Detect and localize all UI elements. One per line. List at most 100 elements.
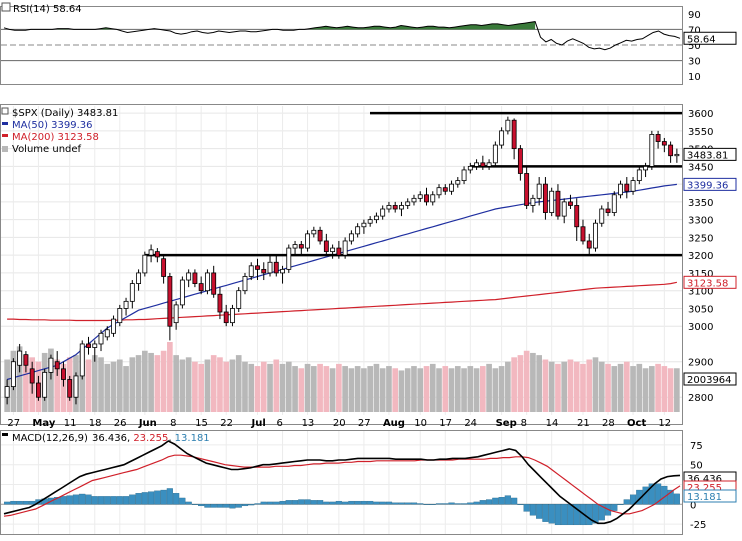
macd-title-sep2: , [168,433,174,444]
volume-bar [317,363,323,412]
candle-body [386,205,392,210]
candle-body [348,233,354,242]
volume-bar [267,363,273,412]
rsi-title: RSI(14) 58.64 [1,2,82,15]
candle-body [636,169,642,181]
date-tick-label: 21 [577,418,590,429]
candle-body [286,247,292,270]
macd-histogram-bar [198,504,205,507]
candle-body [373,215,379,221]
volume-bar [192,361,198,412]
candle-body [361,222,367,228]
macd-tick-label: 50 [690,461,703,472]
rsi-overbought-area [309,21,536,30]
macd-histogram-bar [310,500,317,505]
macd-histogram-bar [223,504,230,508]
legend-swatch-spx [1,107,9,115]
macd-histogram-bar [567,504,574,526]
volume-bar [436,368,442,412]
volume-bar [473,368,480,412]
date-tick-label: 15 [195,418,208,429]
candle-body [317,229,323,242]
volume-bar [198,363,204,412]
volume-bar [567,359,574,412]
volume-bar [91,355,98,412]
ma50-tag: 3399.36 [687,180,728,191]
macd-histogram-bar [442,503,449,505]
macd-histogram-bar [354,500,361,505]
volume-bar [185,357,192,412]
macd-histogram-bar [54,497,61,505]
volume-bar [411,366,417,412]
rsi-tick-label: 30 [688,57,701,68]
macd-histogram-bar [329,501,336,505]
macd-title-sep1: , [127,433,133,444]
candle-body [173,304,179,324]
volume-bar [123,366,129,412]
candle-body [255,265,260,270]
candle-body [455,180,461,185]
volume-bar [85,359,92,412]
volume-bar [179,359,186,412]
volume-bar [661,366,668,412]
price-tick-label: 2900 [688,358,713,369]
candle-body [42,371,48,398]
candle-body [336,247,342,256]
volume-bar [454,366,461,412]
macd-histogram-bar [398,502,405,505]
macd-histogram-bar [260,501,267,505]
macd-histogram-bar [448,502,455,505]
volume-bar [423,366,430,412]
macd-histogram-bar [129,494,136,505]
macd-histogram-bar [291,500,299,505]
date-tick-label: 12 [658,418,671,429]
volume-bar [304,363,311,412]
date-tick-label: 27 [358,418,371,429]
candle-body [129,283,135,302]
macd-histogram-bar [304,499,311,505]
price-tick-label: 3050 [688,304,713,315]
date-tick-label: 13 [302,418,315,429]
volume-bar [530,352,536,412]
price-last-tag: 3483.81 [687,150,728,161]
volume-bar [505,361,511,412]
candle-body [186,272,192,281]
volume-bar [60,363,67,412]
candle-body [367,219,373,224]
volume-bar [217,357,223,412]
candle-body [574,205,580,228]
macd-histogram-bar [629,494,637,505]
volume-bar [16,346,23,412]
candle-body [198,283,204,292]
volume-bar [142,350,148,412]
macd-histogram-bar [617,504,624,505]
candle-body [305,233,311,249]
volume-bar [104,363,111,412]
volume-bar [674,368,680,412]
candle-body [417,194,423,199]
macd-histogram-bar [423,504,430,505]
macd-histogram-bar [486,499,493,505]
date-tick-label: 20 [333,418,346,429]
volume-bar [523,350,530,412]
macd-histogram-bar [229,504,236,509]
date-tick-label: 22 [220,418,233,429]
candle-body [643,165,649,171]
volume-bar [467,366,474,412]
ma50-tag-box [683,177,737,191]
macd-histogram-bar [248,504,255,506]
macd-histogram-bar [91,496,98,505]
volume-bar [361,368,367,412]
price-last-tag-box [683,147,737,161]
macd-histogram-bar [298,499,305,505]
candle-body [167,276,173,327]
macd-histogram-bar [385,501,393,505]
candle-body [10,361,16,387]
macd-histogram-bar [479,500,486,505]
candle-body [204,272,210,292]
candle-body [98,332,104,345]
price-tick-label: 3250 [688,233,713,244]
price-legend: $SPX (Daily) 3483.81 MA(50) 3399.36 MA(2… [1,107,118,155]
candle-body [192,272,198,284]
candlesticks [4,116,680,405]
